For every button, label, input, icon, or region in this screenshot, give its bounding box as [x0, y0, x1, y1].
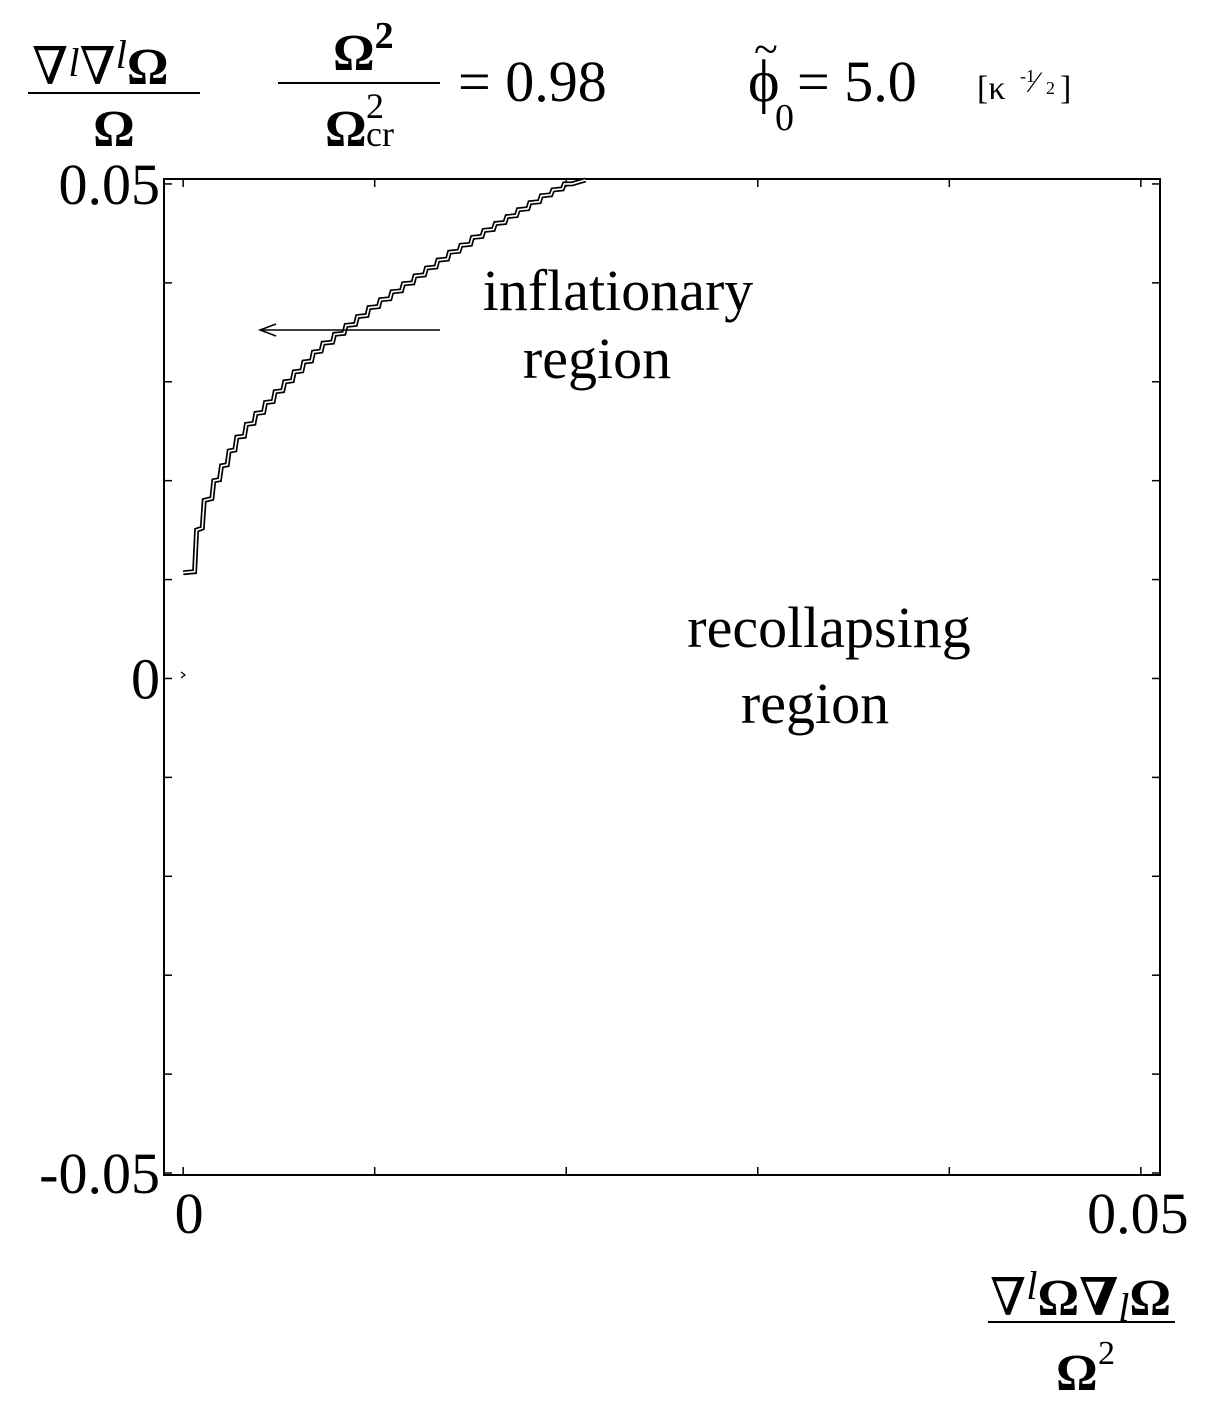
x-label-omega-nabla: Ω∇: [1037, 1270, 1118, 1327]
y-tick-label-minus-0.05: -0.05: [39, 1141, 160, 1206]
phi-tilde: ~: [754, 25, 778, 74]
series-line-core: [183, 179, 586, 574]
annotation-inflationary-line2: region: [523, 326, 671, 391]
header-ratio: Ω2 Ω 2 cr = 0.98: [278, 15, 607, 158]
annotation-arrow-head: [257, 323, 277, 337]
x-label-nabla-1: ∇: [990, 1270, 1026, 1327]
x-tick-label-0: 0: [175, 1181, 204, 1246]
ratio-num-omega: Ω: [333, 25, 375, 82]
y-label-sup-2: l: [116, 32, 127, 77]
ratio-den-omega: Ω: [325, 101, 367, 158]
x-label-den-sup: 2: [1098, 1335, 1115, 1372]
plot-frame: [163, 178, 1161, 1176]
svg-text:Ω2: Ω2: [333, 15, 394, 82]
y-label-nabla-1: ∇: [32, 39, 68, 96]
x-label-sup-1: l: [1026, 1263, 1037, 1308]
ratio-den-sub: cr: [366, 114, 394, 154]
ratio-value: = 0.98: [458, 49, 607, 114]
y-axis-label: ∇l∇lΩ Ω: [28, 32, 200, 158]
x-label-den-omega: Ω: [1056, 1345, 1098, 1402]
annotation-inflationary: inflationary region: [257, 258, 754, 391]
ratio-den-sup: 2: [366, 86, 384, 126]
header-phi: ~ ϕ 0 = 5.0 [κ -1 ⁄ 2 ]: [748, 25, 1071, 139]
ratio-num-sup: 2: [375, 15, 394, 57]
x-label-sub-2: l: [1118, 1285, 1129, 1330]
annotation-recollapsing-line2: region: [741, 671, 889, 736]
annotation-recollapsing-line1: recollapsing: [687, 595, 970, 660]
unit-close: ]: [1060, 70, 1071, 107]
annotation-recollapsing: recollapsing region: [687, 595, 970, 736]
y-tick-label-0: 0: [131, 646, 160, 711]
unit-exp-num: -1: [1020, 66, 1035, 86]
phi-subscript: 0: [775, 97, 794, 139]
phi-value: = 5.0: [797, 49, 917, 114]
svg-text:∇l∇lΩ: ∇l∇lΩ: [32, 32, 169, 96]
x-tick-label-0.05: 0.05: [1087, 1181, 1189, 1246]
origin-mark: [180, 671, 186, 679]
x-axis-label: ∇lΩ∇lΩ Ω 2: [988, 1263, 1175, 1402]
y-label-denominator: Ω: [93, 101, 135, 158]
y-label-omega: Ω: [127, 39, 169, 96]
phi-symbol: ϕ: [748, 48, 780, 114]
x-label-omega: Ω: [1129, 1270, 1171, 1327]
y-label-nabla-2: ∇: [79, 39, 115, 96]
annotation-inflationary-line1: inflationary: [483, 258, 754, 323]
axis-ticks: [164, 179, 1160, 1175]
unit-open: [κ: [977, 70, 1005, 107]
y-label-sub-1: l: [68, 40, 79, 85]
y-tick-label-0.05: 0.05: [59, 152, 161, 217]
svg-text:∇lΩ∇lΩ: ∇lΩ∇lΩ: [990, 1263, 1171, 1330]
unit-exp-den: 2: [1046, 78, 1055, 98]
